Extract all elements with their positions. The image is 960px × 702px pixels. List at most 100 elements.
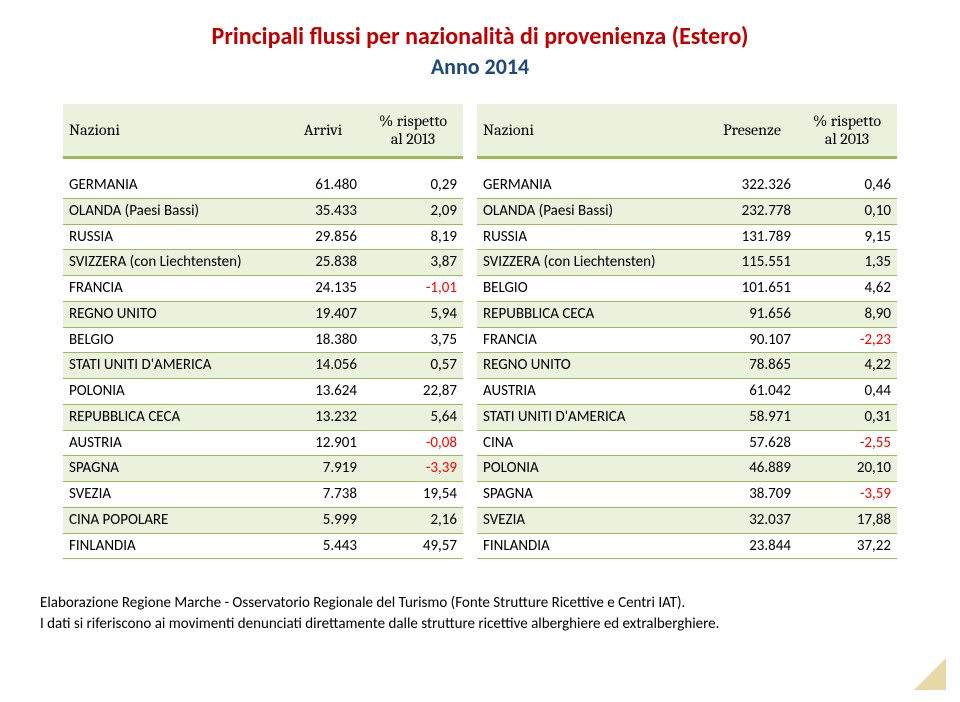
left-cell: FINLANDIA: [63, 534, 283, 560]
right-cell: 78.865: [707, 353, 797, 379]
table-row: FRANCIA24.135-1,01: [63, 276, 463, 302]
left-cell: 25.838: [283, 250, 363, 276]
left-cell: SPAGNA: [63, 456, 283, 482]
left-cell: 18.380: [283, 328, 363, 354]
table-row: GERMANIA322.3260,46: [477, 173, 897, 199]
table-row: AUSTRIA12.901-0,08: [63, 431, 463, 457]
right-header-0: Nazioni: [477, 104, 707, 159]
table-row: FINLANDIA23.84437,22: [477, 534, 897, 560]
left-cell: 3,75: [363, 328, 463, 354]
right-cell: SPAGNA: [477, 482, 707, 508]
table-row: GERMANIA61.4800,29: [63, 173, 463, 199]
right-cell: 46.889: [707, 456, 797, 482]
table-row: SVEZIA7.73819,54: [63, 482, 463, 508]
left-cell: 3,87: [363, 250, 463, 276]
left-cell: GERMANIA: [63, 173, 283, 199]
left-cell: 19.407: [283, 302, 363, 328]
right-cell: 101.651: [707, 276, 797, 302]
left-cell: 2,16: [363, 508, 463, 534]
table-row: CINA57.628-2,55: [477, 431, 897, 457]
right-cell: 4,22: [797, 353, 897, 379]
table-row: BELGIO18.3803,75: [63, 328, 463, 354]
right-cell: 0,31: [797, 405, 897, 431]
table-row: SVIZZERA (con Liechtensten)25.8383,87: [63, 250, 463, 276]
right-header-1: Presenze: [707, 104, 797, 159]
left-cell: 24.135: [283, 276, 363, 302]
right-cell: REPUBBLICA CECA: [477, 302, 707, 328]
left-cell: 35.433: [283, 199, 363, 225]
right-cell: STATI UNITI D'AMERICA: [477, 405, 707, 431]
right-cell: 58.971: [707, 405, 797, 431]
left-cell: 13.624: [283, 379, 363, 405]
table-row: SVEZIA32.03717,88: [477, 508, 897, 534]
left-cell: 19,54: [363, 482, 463, 508]
table-row: REGNO UNITO19.4075,94: [63, 302, 463, 328]
table-row: FRANCIA90.107-2,23: [477, 328, 897, 354]
left-cell: 5.999: [283, 508, 363, 534]
footer-text: Elaborazione Regione Marche - Osservator…: [40, 593, 920, 634]
right-cell: 38.709: [707, 482, 797, 508]
right-cell: GERMANIA: [477, 173, 707, 199]
table-row: OLANDA (Paesi Bassi)232.7780,10: [477, 199, 897, 225]
left-header-0: Nazioni: [63, 104, 283, 159]
left-cell: -1,01: [363, 276, 463, 302]
right-cell: 131.789: [707, 225, 797, 251]
right-cell: 8,90: [797, 302, 897, 328]
table-row: REGNO UNITO78.8654,22: [477, 353, 897, 379]
table-row: REPUBBLICA CECA91.6568,90: [477, 302, 897, 328]
right-cell: 17,88: [797, 508, 897, 534]
footer-line-1: Elaborazione Regione Marche - Osservator…: [40, 594, 685, 612]
right-cell: POLONIA: [477, 456, 707, 482]
table-row: CINA POPOLARE5.9992,16: [63, 508, 463, 534]
right-cell: 232.778: [707, 199, 797, 225]
table-row: AUSTRIA61.0420,44: [477, 379, 897, 405]
right-cell: 90.107: [707, 328, 797, 354]
left-cell: 0,57: [363, 353, 463, 379]
page-curl-shape: [914, 658, 946, 690]
right-cell: -2,23: [797, 328, 897, 354]
table-row: STATI UNITI D'AMERICA58.9710,31: [477, 405, 897, 431]
footer-line-2: I dati si riferiscono ai movimenti denun…: [40, 615, 719, 633]
left-cell: SVEZIA: [63, 482, 283, 508]
presences-table: NazioniPresenze% rispettoal 2013GERMANIA…: [477, 104, 897, 559]
left-cell: 7.738: [283, 482, 363, 508]
left-header-1: Arrivi: [283, 104, 363, 159]
table-row: SPAGNA38.709-3,59: [477, 482, 897, 508]
left-cell: 2,09: [363, 199, 463, 225]
left-cell: 13.232: [283, 405, 363, 431]
left-cell: REPUBBLICA CECA: [63, 405, 283, 431]
left-cell: 5,64: [363, 405, 463, 431]
table-row: BELGIO101.6514,62: [477, 276, 897, 302]
right-cell: 0,10: [797, 199, 897, 225]
right-cell: SVEZIA: [477, 508, 707, 534]
left-cell: CINA POPOLARE: [63, 508, 283, 534]
left-cell: 61.480: [283, 173, 363, 199]
left-cell: -0,08: [363, 431, 463, 457]
left-cell: 29.856: [283, 225, 363, 251]
right-cell: RUSSIA: [477, 225, 707, 251]
right-cell: FRANCIA: [477, 328, 707, 354]
table-row: REPUBBLICA CECA13.2325,64: [63, 405, 463, 431]
left-cell: RUSSIA: [63, 225, 283, 251]
page-subtitle: Anno 2014: [40, 53, 920, 80]
right-cell: SVIZZERA (con Liechtensten): [477, 250, 707, 276]
table-row: FINLANDIA5.44349,57: [63, 534, 463, 560]
right-cell: 20,10: [797, 456, 897, 482]
right-cell: CINA: [477, 431, 707, 457]
table-row: RUSSIA29.8568,19: [63, 225, 463, 251]
right-cell: BELGIO: [477, 276, 707, 302]
left-cell: 7.919: [283, 456, 363, 482]
left-cell: STATI UNITI D'AMERICA: [63, 353, 283, 379]
right-cell: 4,62: [797, 276, 897, 302]
left-cell: 14.056: [283, 353, 363, 379]
table-row: RUSSIA131.7899,15: [477, 225, 897, 251]
right-cell: 37,22: [797, 534, 897, 560]
left-cell: BELGIO: [63, 328, 283, 354]
left-header-2: % rispettoal 2013: [363, 104, 463, 159]
left-cell: SVIZZERA (con Liechtensten): [63, 250, 283, 276]
left-cell: 5,94: [363, 302, 463, 328]
right-cell: 1,35: [797, 250, 897, 276]
right-cell: AUSTRIA: [477, 379, 707, 405]
table-row: POLONIA13.62422,87: [63, 379, 463, 405]
table-row: SVIZZERA (con Liechtensten)115.5511,35: [477, 250, 897, 276]
